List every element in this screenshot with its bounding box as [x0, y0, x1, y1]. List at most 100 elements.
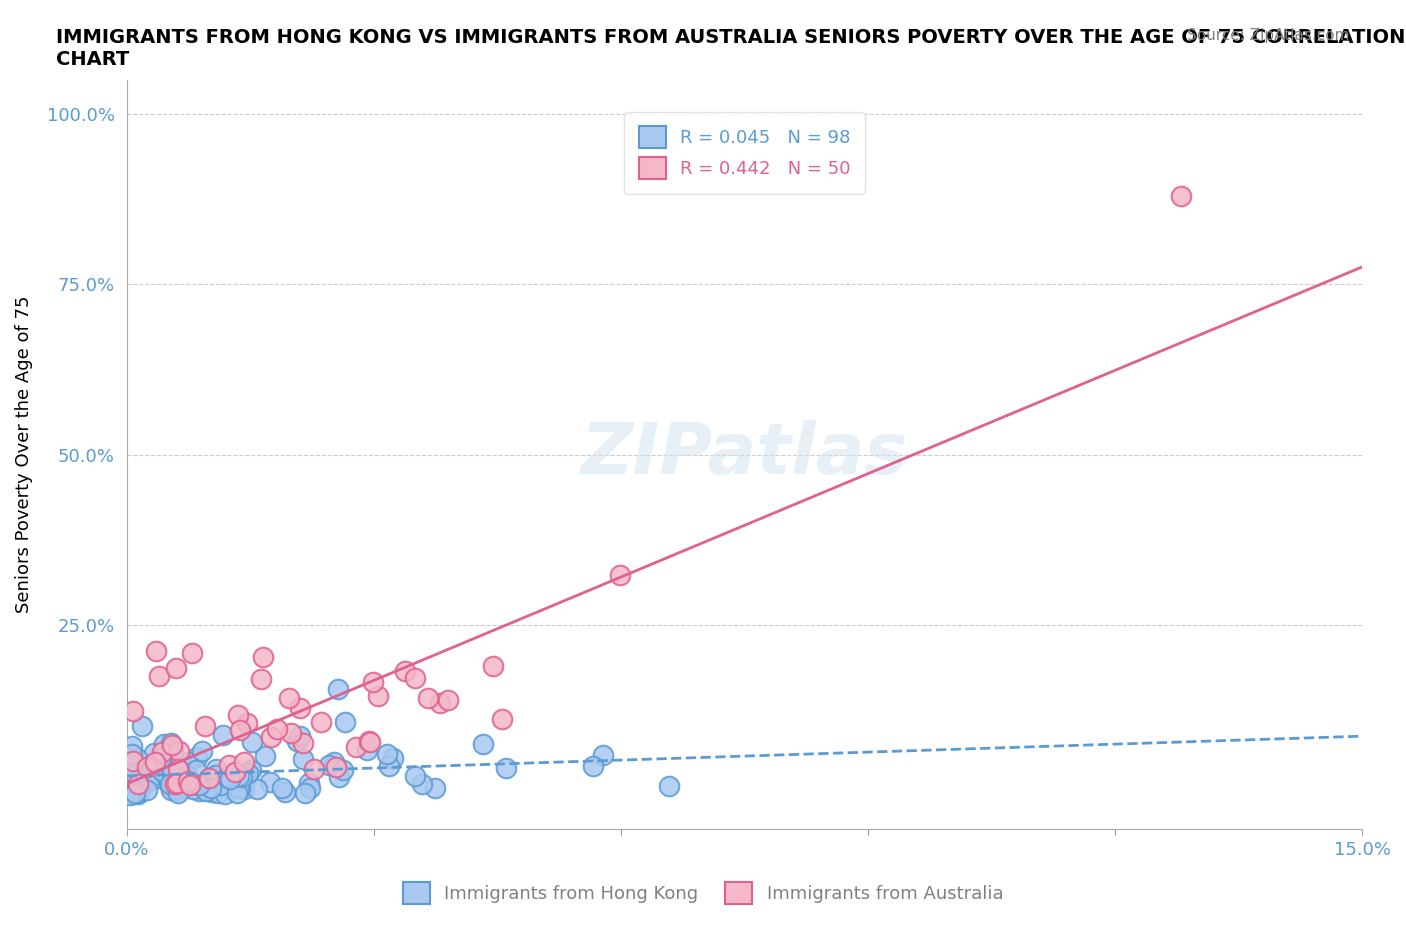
Point	[149, 751, 172, 765]
Point	[173, 780, 195, 795]
Point	[186, 750, 208, 764]
Point	[299, 780, 322, 795]
Point	[191, 743, 214, 758]
Point	[136, 783, 159, 798]
Point	[167, 785, 190, 800]
Point	[259, 775, 281, 790]
Point	[145, 644, 167, 658]
Point	[226, 786, 249, 801]
Point	[214, 786, 236, 801]
Point	[153, 737, 176, 751]
Point	[228, 708, 250, 723]
Point	[159, 764, 181, 778]
Point	[176, 768, 198, 783]
Point	[207, 786, 229, 801]
Point	[165, 661, 187, 676]
Point	[138, 773, 160, 788]
Point	[411, 777, 433, 791]
Point	[231, 770, 253, 785]
Point	[228, 780, 250, 795]
Point	[356, 742, 378, 757]
Point	[318, 757, 340, 772]
Legend: Immigrants from Hong Kong, Immigrants from Australia: Immigrants from Hong Kong, Immigrants fr…	[395, 875, 1011, 911]
Point	[170, 771, 193, 786]
Point	[125, 751, 148, 765]
Point	[160, 737, 183, 752]
Point	[162, 746, 184, 761]
Point	[294, 785, 316, 800]
Point	[437, 693, 460, 708]
Point	[266, 722, 288, 737]
Point	[235, 769, 257, 784]
Point	[143, 746, 166, 761]
Point	[187, 777, 209, 792]
Point	[333, 714, 356, 729]
Point	[274, 785, 297, 800]
Point	[177, 755, 200, 770]
Text: ZIPatlas: ZIPatlas	[581, 420, 908, 489]
Point	[302, 762, 325, 777]
Y-axis label: Seniors Poverty Over the Age of 75: Seniors Poverty Over the Age of 75	[15, 296, 32, 614]
Point	[204, 767, 226, 782]
Point	[121, 738, 143, 753]
Point	[238, 765, 260, 780]
Point	[160, 775, 183, 790]
Point	[228, 768, 250, 783]
Point	[157, 777, 180, 791]
Point	[250, 671, 273, 686]
Point	[159, 777, 181, 791]
Point	[181, 645, 204, 660]
Point	[361, 674, 384, 689]
Point	[367, 688, 389, 703]
Point	[143, 754, 166, 769]
Point	[254, 748, 277, 763]
Point	[404, 671, 426, 685]
Point	[609, 567, 631, 582]
Point	[195, 784, 218, 799]
Point	[481, 658, 503, 673]
Point	[163, 766, 186, 781]
Point	[201, 785, 224, 800]
Point	[160, 765, 183, 780]
Point	[143, 764, 166, 779]
Point	[229, 723, 252, 737]
Point	[495, 761, 517, 776]
Point	[118, 788, 141, 803]
Point	[309, 714, 332, 729]
Point	[150, 744, 173, 759]
Point	[582, 759, 605, 774]
Point	[239, 763, 262, 777]
Point	[375, 747, 398, 762]
Point	[290, 728, 312, 743]
Point	[377, 759, 399, 774]
Point	[359, 735, 381, 750]
Point	[287, 734, 309, 749]
Point	[418, 691, 440, 706]
Point	[138, 764, 160, 778]
Point	[344, 739, 367, 754]
Point	[288, 701, 311, 716]
Point	[160, 736, 183, 751]
Point	[429, 695, 451, 710]
Point	[322, 755, 344, 770]
Point	[217, 770, 239, 785]
Point	[292, 751, 315, 766]
Point	[204, 762, 226, 777]
Point	[127, 787, 149, 802]
Point	[325, 759, 347, 774]
Point	[209, 777, 232, 792]
Point	[128, 785, 150, 800]
Point	[658, 778, 681, 793]
Point	[236, 716, 259, 731]
Point	[131, 718, 153, 733]
Point	[165, 783, 187, 798]
Point	[232, 782, 254, 797]
Point	[148, 669, 170, 684]
Point	[146, 770, 169, 785]
Point	[326, 682, 349, 697]
Point	[187, 784, 209, 799]
Legend: R = 0.045   N = 98, R = 0.442   N = 50: R = 0.045 N = 98, R = 0.442 N = 50	[624, 112, 865, 193]
Point	[233, 754, 256, 769]
Point	[292, 735, 315, 750]
Point	[179, 777, 201, 792]
